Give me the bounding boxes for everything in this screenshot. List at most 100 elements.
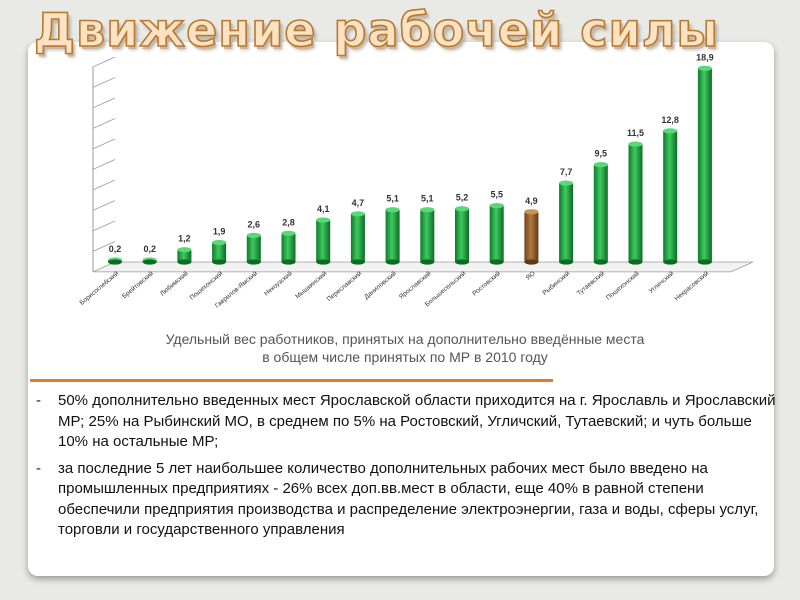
category-label: Угличский xyxy=(647,269,676,295)
gridline-side xyxy=(92,138,116,150)
bar xyxy=(663,128,678,265)
bar-body xyxy=(663,130,678,262)
bullet-item-1: - 50% дополнительно введенных мест Яросл… xyxy=(36,391,776,453)
category-label: Борисоглебский xyxy=(78,269,121,307)
data-label: 0,2 xyxy=(109,244,122,254)
bar-body xyxy=(246,235,261,262)
data-label: 18,9 xyxy=(696,52,714,62)
bar-base xyxy=(628,259,643,265)
data-label: 4,9 xyxy=(525,196,538,206)
chart-caption-line-2: в общем числе принятых по МР в 2010 году xyxy=(262,349,548,365)
bar-base xyxy=(177,259,192,265)
bullet-text: за последние 5 лет наибольшее количество… xyxy=(58,459,759,539)
bar xyxy=(281,230,296,265)
bar xyxy=(316,217,331,265)
bar-base xyxy=(455,259,469,265)
bar-body xyxy=(489,205,504,262)
data-label: 5,5 xyxy=(490,190,503,200)
data-label: 4,1 xyxy=(317,204,330,214)
bar-top xyxy=(350,211,365,217)
bar-base xyxy=(524,259,539,265)
bar-top xyxy=(385,207,400,213)
bar-chart: 0,2 Борисоглебский 0,2 Брейтовский 1,2 Любимс… xyxy=(78,52,754,310)
chart-caption-line-1: Удельный вес работников, принятых на доп… xyxy=(165,331,645,347)
data-label: 2,8 xyxy=(282,217,295,227)
gridline-side xyxy=(92,77,116,88)
bullet-marker: - xyxy=(36,459,41,477)
bar-body xyxy=(697,68,712,263)
chart-caption: Удельный вес работников, принятых на доп… xyxy=(100,330,710,366)
bar-body xyxy=(628,144,643,262)
bar xyxy=(350,211,365,265)
bar-base xyxy=(697,259,712,265)
bar-base xyxy=(281,259,296,265)
bar xyxy=(628,141,643,265)
gridline-side xyxy=(92,179,116,191)
gridline-side xyxy=(92,118,116,129)
bar-top xyxy=(420,207,435,213)
category-label: Пошехонский xyxy=(604,269,641,302)
bar-top xyxy=(524,209,539,215)
bar-base xyxy=(420,259,435,265)
bar-body xyxy=(559,183,574,262)
bar-top xyxy=(663,128,678,134)
bar-base xyxy=(246,259,261,265)
bar xyxy=(108,257,122,265)
bar xyxy=(385,207,400,265)
category-label: ЯО xyxy=(525,270,537,282)
data-label: 7,7 xyxy=(560,167,573,177)
bar-top xyxy=(212,239,227,246)
bar-body xyxy=(524,211,539,262)
bar-top xyxy=(281,230,296,236)
category-label: Мышкинский xyxy=(294,269,329,300)
bar-base xyxy=(212,259,227,265)
category-label: Рыбинский xyxy=(541,269,572,297)
bar xyxy=(593,162,608,265)
bar-base xyxy=(489,259,504,265)
bar-body xyxy=(385,209,400,262)
data-label: 5,2 xyxy=(456,193,469,203)
bar xyxy=(524,209,539,265)
category-label: Ярославский xyxy=(397,269,433,301)
bar-top xyxy=(455,206,469,212)
bar-top xyxy=(628,141,643,147)
category-label: Даниловский xyxy=(363,269,399,301)
bar-top xyxy=(593,162,608,168)
category-label: Некрасовский xyxy=(673,269,711,302)
bar-body xyxy=(212,242,227,262)
bar-base xyxy=(316,259,331,265)
bar-top xyxy=(316,217,331,223)
bar-body xyxy=(281,233,296,262)
data-label: 11,5 xyxy=(627,128,644,138)
category-label: Пошехонский xyxy=(188,269,225,302)
gridline-side xyxy=(92,241,116,252)
bar-body xyxy=(177,249,192,262)
bullet-text: 50% дополнительно введенных мест Ярослав… xyxy=(58,392,776,450)
bullet-marker: - xyxy=(36,392,41,409)
bar xyxy=(212,239,227,265)
data-label: 9,5 xyxy=(595,149,608,159)
gridline-side xyxy=(92,56,116,68)
bar-top xyxy=(177,247,192,253)
bar-body xyxy=(455,208,469,262)
slide-panel xyxy=(28,42,774,576)
bullet-list: - 50% дополнительно введенных мест Яросл… xyxy=(36,391,776,547)
chart-floor xyxy=(92,261,754,273)
bar-top xyxy=(246,232,261,238)
bar-top xyxy=(489,203,504,209)
gridline-side xyxy=(92,220,116,232)
data-label: 1,2 xyxy=(178,234,191,244)
bar-body xyxy=(316,219,331,262)
data-label: 1,9 xyxy=(213,227,226,237)
bar-base xyxy=(350,259,365,265)
category-label: Некоузский xyxy=(262,269,294,297)
bar xyxy=(246,232,261,265)
data-label: 5,1 xyxy=(386,194,399,204)
bar-base xyxy=(142,259,157,265)
bar xyxy=(559,180,574,265)
category-label: Брейтовский xyxy=(120,269,155,300)
category-label: Переславский xyxy=(325,269,363,303)
category-label: Любимский xyxy=(158,269,190,297)
bar-base xyxy=(559,259,574,265)
bar-body xyxy=(350,213,365,262)
